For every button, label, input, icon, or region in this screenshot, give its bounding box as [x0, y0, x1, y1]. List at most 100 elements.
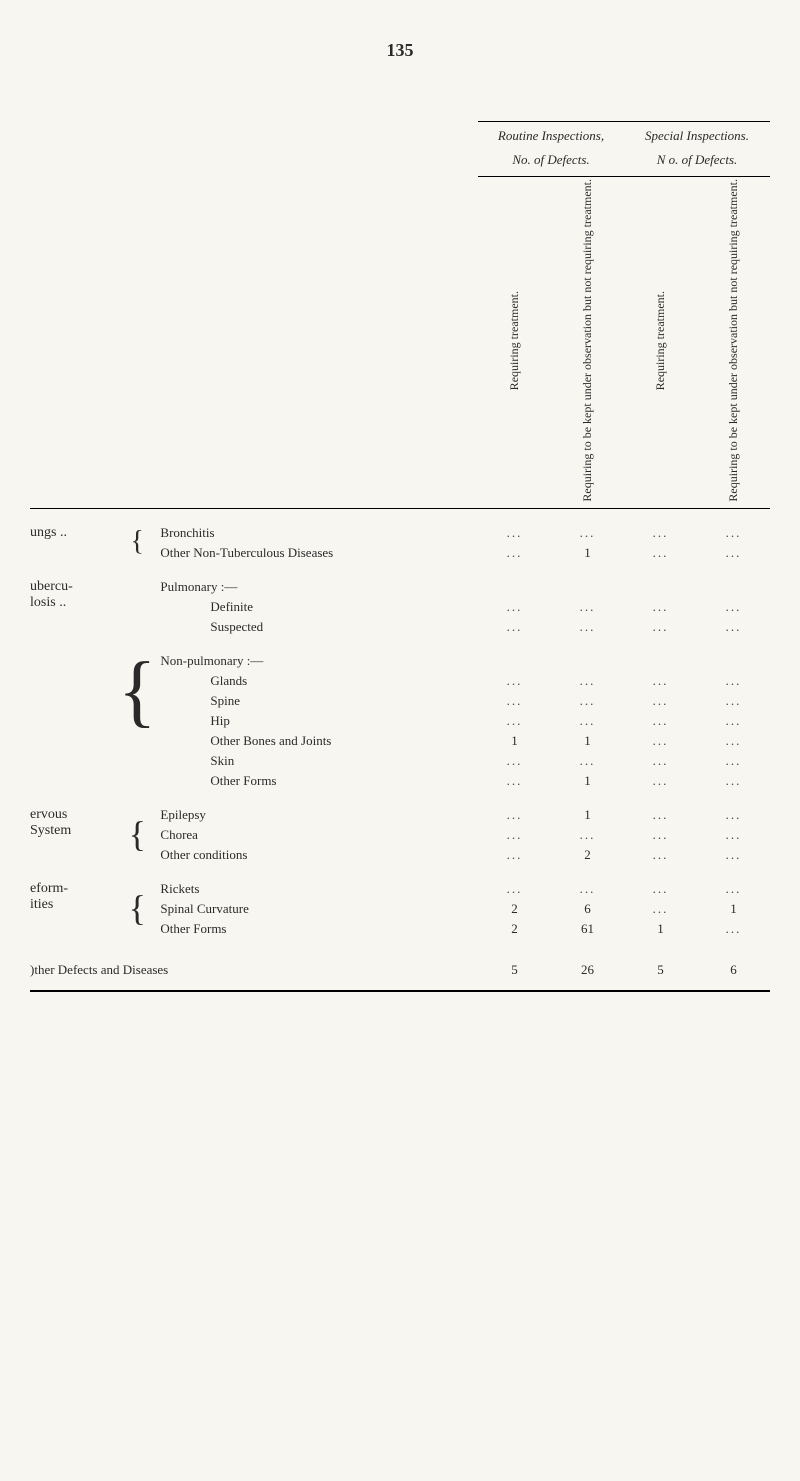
cat-deform: eform-	[30, 881, 68, 896]
row-label: Epilepsy	[160, 805, 478, 825]
cat-ities: ities	[30, 897, 53, 912]
brace-icon: {	[114, 879, 160, 939]
cell: 61	[551, 919, 624, 939]
cell: 1	[551, 771, 624, 791]
row-label: Suspected	[160, 617, 478, 637]
cat-tubercu: ubercu-	[30, 579, 73, 594]
cell: ...	[697, 731, 770, 751]
cell: ...	[551, 671, 624, 691]
row-label: Hip	[160, 711, 478, 731]
cell: ...	[551, 617, 624, 637]
special-subheader: N o. of Defects.	[624, 150, 770, 177]
row-label: Other conditions	[160, 845, 478, 865]
cat-system: System	[30, 823, 71, 838]
brace-icon: {	[114, 805, 160, 865]
cell: ...	[697, 771, 770, 791]
row-label: Spinal Curvature	[160, 899, 478, 919]
total-row: )ther Defects and Diseases 5 26 5 6	[30, 953, 770, 980]
cell: 1	[551, 731, 624, 751]
cell: ...	[551, 751, 624, 771]
routine-header: Routine Inspections,	[478, 122, 624, 151]
cell: 1	[551, 543, 624, 563]
cell: 1	[478, 731, 551, 751]
page-number: 135	[30, 40, 770, 61]
cell: 6	[697, 953, 770, 980]
cell: ...	[551, 597, 624, 617]
cell: ...	[624, 825, 697, 845]
cell: ...	[697, 825, 770, 845]
cell: ...	[624, 523, 697, 543]
table-row: eform-ities { Rickets ... ... ... ...	[30, 879, 770, 899]
cell: ...	[551, 825, 624, 845]
row-label: Pulmonary :—	[160, 577, 478, 597]
table-row: ervousSystem { Epilepsy ... 1 ... ...	[30, 805, 770, 825]
row-label: Other Forms	[160, 771, 478, 791]
cell: ...	[478, 825, 551, 845]
cell: ...	[478, 597, 551, 617]
col2-header: Requiring to be kept under observation b…	[551, 177, 624, 509]
cell: ...	[697, 597, 770, 617]
cell: ...	[624, 543, 697, 563]
row-label: Other Non-Tuberculous Diseases	[160, 543, 478, 563]
defects-table: Routine Inspections, Special Inspections…	[30, 121, 770, 992]
cell: ...	[697, 879, 770, 899]
cell: ...	[624, 845, 697, 865]
cell: ...	[697, 523, 770, 543]
cell: ...	[624, 805, 697, 825]
routine-subheader: No. of Defects.	[478, 150, 624, 177]
row-label: Other Bones and Joints	[160, 731, 478, 751]
cell: ...	[624, 899, 697, 919]
cell: ...	[478, 845, 551, 865]
row-label: Definite	[160, 597, 478, 617]
cell: 6	[551, 899, 624, 919]
brace-icon: {	[114, 523, 160, 563]
col4-header: Requiring to be kept under observation b…	[697, 177, 770, 509]
cell: ...	[697, 751, 770, 771]
row-label: Chorea	[160, 825, 478, 845]
row-label: Other Forms	[160, 919, 478, 939]
cell: 2	[551, 845, 624, 865]
cell: ...	[624, 691, 697, 711]
cell: ...	[697, 671, 770, 691]
col3-header: Requiring treatment.	[624, 177, 697, 509]
cell: ...	[624, 731, 697, 751]
cell: ...	[697, 543, 770, 563]
cell: ...	[478, 805, 551, 825]
cat-losis: losis	[30, 595, 56, 610]
cell: 5	[478, 953, 551, 980]
cell: ...	[478, 711, 551, 731]
cell: ...	[697, 805, 770, 825]
cell: ...	[551, 691, 624, 711]
row-label: Skin	[160, 751, 478, 771]
cell: ...	[478, 543, 551, 563]
cell: ...	[697, 691, 770, 711]
cell: ...	[697, 617, 770, 637]
cell: 1	[551, 805, 624, 825]
row-label: Bronchitis	[160, 523, 478, 543]
cell: 5	[624, 953, 697, 980]
cell: ...	[478, 879, 551, 899]
table-row: ungs .. { Bronchitis ... ... ... ...	[30, 523, 770, 543]
cell: 2	[478, 899, 551, 919]
cell: ...	[697, 711, 770, 731]
cell: ...	[551, 879, 624, 899]
cell: ...	[624, 597, 697, 617]
cell: ...	[624, 751, 697, 771]
special-header: Special Inspections.	[624, 122, 770, 151]
cell: ...	[551, 711, 624, 731]
cell: ...	[478, 523, 551, 543]
row-label: Rickets	[160, 879, 478, 899]
cell: 2	[478, 919, 551, 939]
row-label: Spine	[160, 691, 478, 711]
cell: ...	[624, 671, 697, 691]
cell: ...	[624, 879, 697, 899]
cell: 1	[624, 919, 697, 939]
cell: ...	[478, 617, 551, 637]
cell: ...	[624, 617, 697, 637]
cell: ...	[624, 771, 697, 791]
col1-header: Requiring treatment.	[478, 177, 551, 509]
cell: ...	[478, 751, 551, 771]
cell: ...	[478, 671, 551, 691]
cell: ...	[697, 845, 770, 865]
cell: ...	[551, 523, 624, 543]
